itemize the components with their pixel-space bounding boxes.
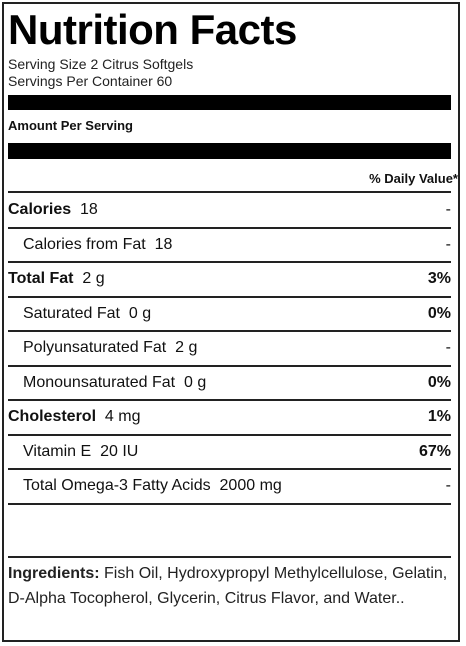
nutrient-amount: 2 g (82, 270, 105, 287)
nutrient-name: Cholesterol (8, 408, 97, 425)
daily-value: 0% (427, 374, 451, 391)
thick-divider-middle (8, 143, 451, 159)
nutrient-name: Calories from Fat (23, 236, 146, 253)
nutrient-name: Saturated Fat (23, 305, 120, 322)
nutrient-row-saturated-fat: Saturated Fat 0 g 0% (8, 299, 451, 329)
divider (8, 227, 451, 229)
divider (8, 468, 451, 470)
divider (8, 399, 451, 401)
nutrient-amount: 20 IU (100, 443, 139, 460)
nutrient-row-total-fat: Total Fat 2 g 3% (8, 264, 451, 294)
nutrient-amount: 4 mg (104, 408, 141, 425)
nutrient-row-omega-3: Total Omega-3 Fatty Acids 2000 mg - (8, 471, 451, 501)
daily-value: 3% (427, 270, 451, 287)
daily-value: - (445, 201, 451, 218)
daily-value: 1% (427, 408, 451, 425)
nutrient-amount: 0 g (183, 374, 207, 391)
divider (8, 296, 451, 298)
daily-value-header: % Daily Value* (369, 171, 458, 186)
nutrient-amount: 2 g (175, 339, 198, 356)
nutrient-name: Total Omega-3 Fatty Acids (23, 477, 211, 494)
nutrient-name: Polyunsaturated Fat (23, 339, 167, 356)
daily-value: - (445, 339, 451, 356)
nutrient-name: Total Fat (8, 270, 74, 287)
daily-value: 67% (418, 443, 451, 460)
nutrient-row-vitamin-e: Vitamin E 20 IU 67% (8, 437, 451, 467)
nutrient-name: Vitamin E (23, 443, 92, 460)
nutrient-amount: 0 g (128, 305, 152, 322)
serving-size: Serving Size 2 Citrus Softgels (8, 56, 194, 72)
nutrient-name: Calories (8, 201, 72, 218)
nutrient-row-cholesterol: Cholesterol 4 mg 1% (8, 402, 451, 432)
divider (8, 365, 451, 367)
amount-per-serving-label: Amount Per Serving (8, 118, 133, 133)
divider (8, 191, 451, 193)
ingredients-label: Ingredients: (8, 565, 100, 582)
divider (8, 261, 451, 263)
nutrient-row-polyunsaturated-fat: Polyunsaturated Fat 2 g - (8, 333, 451, 363)
divider (8, 503, 451, 505)
nutrient-name: Monounsaturated Fat (23, 374, 176, 391)
nutrient-amount: 18 (80, 201, 98, 218)
nutrient-row-calories: Calories 18 - (8, 195, 451, 225)
ingredients-text: Fish Oil, Hydroxypropyl Methylcellulose,… (8, 565, 448, 607)
daily-value: - (445, 477, 451, 494)
divider (8, 330, 451, 332)
servings-per-container: Servings Per Container 60 (8, 73, 173, 89)
daily-value: - (445, 236, 451, 253)
thick-divider-top (8, 95, 451, 110)
nutrient-amount: 2000 mg (219, 477, 282, 494)
divider (8, 434, 451, 436)
ingredients-section: Ingredients: Fish Oil, Hydroxypropyl Met… (8, 561, 448, 611)
nutrition-title: Nutrition Facts (8, 6, 297, 53)
daily-value: 0% (427, 305, 451, 322)
divider (8, 556, 451, 558)
nutrient-amount: 18 (154, 236, 173, 253)
nutrient-row-calories-from-fat: Calories from Fat 18 - (8, 230, 451, 260)
nutrient-row-monounsaturated-fat: Monounsaturated Fat 0 g 0% (8, 368, 451, 398)
